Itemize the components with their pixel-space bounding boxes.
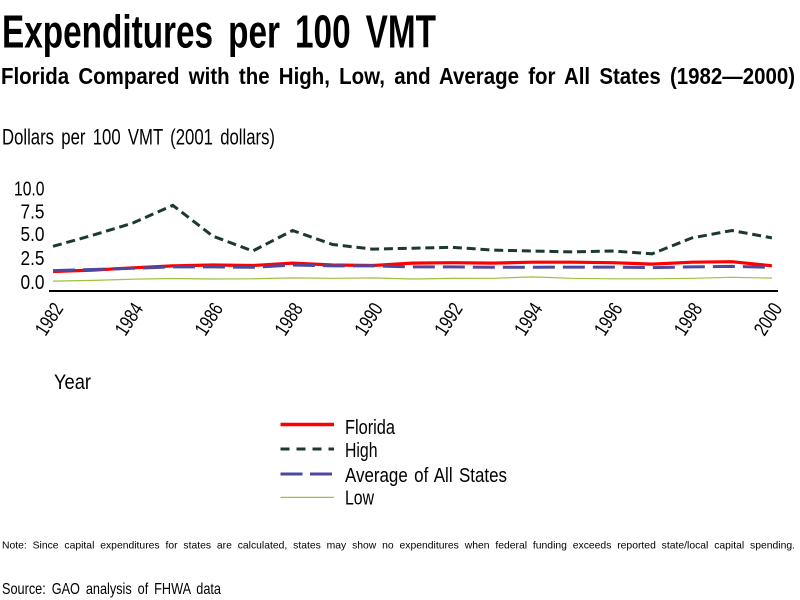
- svg-text:Low: Low: [345, 488, 374, 510]
- svg-text:Source: GAO analysis of FHWA d: Source: GAO analysis of FHWA data: [2, 581, 221, 598]
- svg-text:Dollars per 100 VMT (2001 doll: Dollars per 100 VMT (2001 dollars): [2, 125, 275, 150]
- svg-text:Florida: Florida: [345, 417, 396, 439]
- svg-text:Year: Year: [54, 371, 91, 394]
- svg-text:Average of All States: Average of All States: [345, 465, 507, 487]
- svg-text:7.5: 7.5: [21, 201, 45, 223]
- svg-text:Note: Since capital expenditur: Note: Since capital expenditures for sta…: [2, 540, 795, 552]
- svg-text:High: High: [345, 440, 378, 462]
- svg-text:Expenditures per 100 VMT: Expenditures per 100 VMT: [2, 6, 436, 58]
- svg-text:Florida Compared with the High: Florida Compared with the High, Low, and…: [1, 63, 795, 89]
- svg-text:0.0: 0.0: [21, 272, 45, 294]
- svg-text:5.0: 5.0: [21, 224, 45, 246]
- svg-text:10.0: 10.0: [14, 179, 45, 201]
- svg-text:2.5: 2.5: [21, 248, 45, 270]
